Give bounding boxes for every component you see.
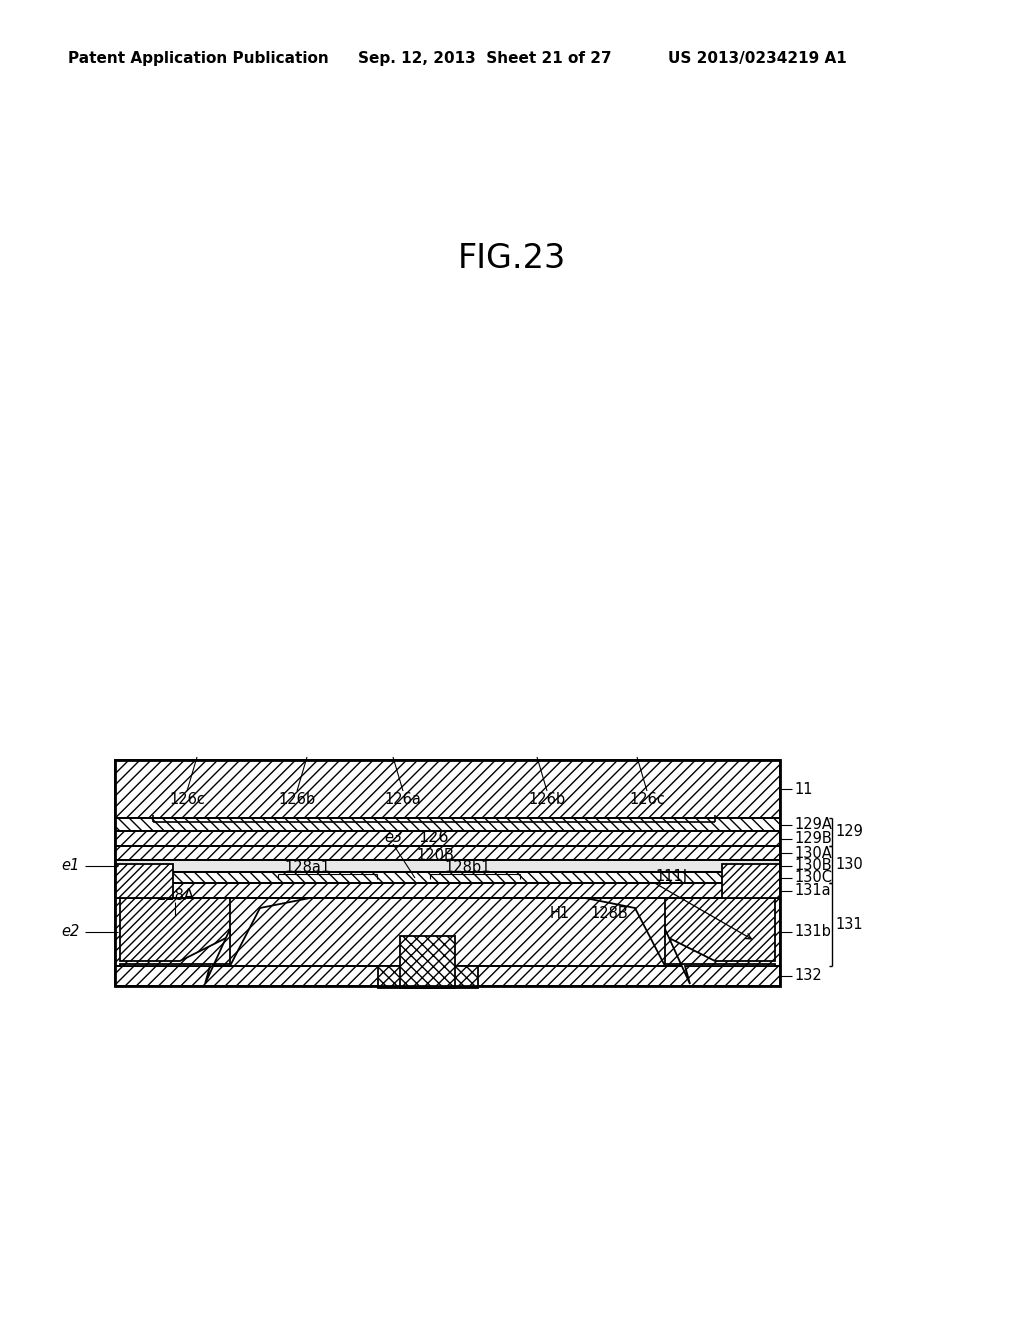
- Text: 130: 130: [835, 857, 863, 873]
- Text: e2: e2: [61, 924, 80, 940]
- Polygon shape: [230, 898, 665, 966]
- Polygon shape: [120, 898, 230, 961]
- Polygon shape: [115, 883, 780, 898]
- Text: 129: 129: [835, 825, 863, 840]
- Text: Patent Application Publication: Patent Application Publication: [68, 50, 329, 66]
- Polygon shape: [722, 865, 780, 898]
- Text: 129B: 129B: [794, 832, 831, 846]
- Text: 126: 126: [419, 829, 450, 845]
- Text: 126b: 126b: [279, 792, 315, 808]
- Text: 131a: 131a: [794, 883, 830, 898]
- Polygon shape: [115, 966, 780, 986]
- Text: 120B: 120B: [416, 849, 454, 863]
- Text: 130C: 130C: [794, 870, 831, 884]
- Text: H1: H1: [550, 907, 570, 921]
- Text: 126c: 126c: [629, 792, 665, 808]
- Polygon shape: [120, 929, 230, 983]
- Text: e3: e3: [384, 830, 402, 846]
- Text: 126c: 126c: [169, 792, 205, 808]
- Polygon shape: [665, 898, 775, 961]
- Text: 126a: 126a: [385, 792, 422, 808]
- Text: FIG.23: FIG.23: [458, 242, 566, 275]
- Text: 128b1: 128b1: [444, 861, 492, 875]
- Polygon shape: [115, 865, 173, 898]
- Text: 129A: 129A: [794, 817, 831, 832]
- Text: 128B: 128B: [590, 907, 628, 921]
- Text: 128a1: 128a1: [285, 861, 331, 875]
- Text: 128A: 128A: [156, 888, 194, 903]
- Polygon shape: [115, 832, 780, 846]
- Polygon shape: [115, 760, 780, 818]
- Polygon shape: [665, 929, 775, 983]
- Polygon shape: [378, 966, 478, 987]
- Text: Sep. 12, 2013  Sheet 21 of 27: Sep. 12, 2013 Sheet 21 of 27: [358, 50, 611, 66]
- Text: US 2013/0234219 A1: US 2013/0234219 A1: [668, 50, 847, 66]
- Text: 130B: 130B: [794, 858, 831, 874]
- Text: 131b: 131b: [794, 924, 830, 940]
- Text: 132: 132: [794, 969, 821, 983]
- Polygon shape: [400, 936, 455, 987]
- Text: 11: 11: [794, 781, 812, 796]
- Text: e1: e1: [61, 858, 80, 874]
- Polygon shape: [115, 861, 780, 873]
- Text: 126b: 126b: [528, 792, 565, 808]
- Polygon shape: [115, 898, 780, 966]
- Text: 111J: 111J: [655, 869, 687, 883]
- Polygon shape: [115, 873, 780, 883]
- Polygon shape: [115, 846, 780, 861]
- Text: 130A: 130A: [794, 846, 831, 861]
- Polygon shape: [115, 818, 780, 832]
- Text: 131: 131: [835, 917, 862, 932]
